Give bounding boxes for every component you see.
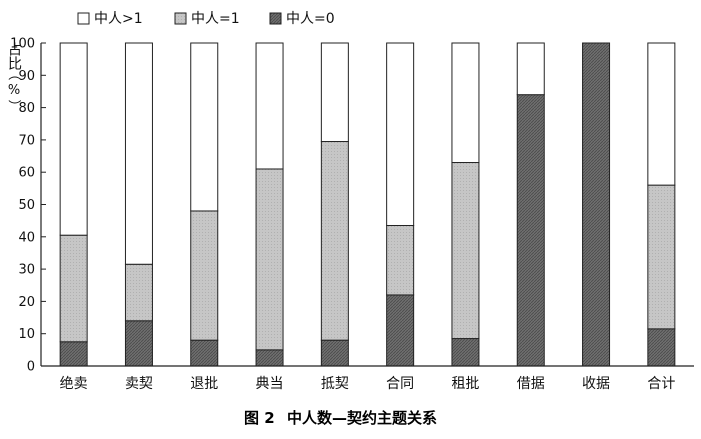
y-tick-label: 50 <box>18 198 35 213</box>
bars <box>59 42 676 367</box>
legend-swatch <box>269 12 282 25</box>
y-tick-label: 100 <box>10 37 35 52</box>
bar-segment <box>255 168 284 351</box>
y-tick-label: 80 <box>18 101 35 116</box>
bar-segment <box>386 42 415 226</box>
y-axis-label: 占比（%） <box>6 42 22 113</box>
bar-segment <box>451 162 480 340</box>
bar-segment <box>190 42 219 212</box>
y-tick-label: 0 <box>27 360 35 375</box>
legend-swatch <box>174 12 187 25</box>
bar-segment <box>124 42 153 265</box>
y-tick-label: 10 <box>18 327 35 342</box>
x-tick-label: 典当 <box>256 376 284 392</box>
y-tick-label: 20 <box>18 295 35 310</box>
x-tick-label: 租批 <box>451 376 479 392</box>
figure-caption: 中人数—契约主题关系 <box>287 409 437 427</box>
x-tick-label: 退批 <box>190 376 218 392</box>
bar-segment <box>451 42 480 164</box>
bar-segment <box>582 42 611 367</box>
bar-segment <box>255 349 284 367</box>
bar-segment <box>59 341 88 367</box>
bar-segment <box>320 42 349 143</box>
bar-segment <box>190 339 219 367</box>
bar-segment <box>647 328 676 367</box>
x-tick-label: 绝卖 <box>60 376 88 392</box>
x-axis: 绝卖 卖契 退批 典当 抵契 合同 租批 借据 收据 合计 <box>41 365 694 392</box>
legend-label: 中人=1 <box>191 11 240 27</box>
legend-label: 中人>1 <box>94 11 143 27</box>
y-axis-label-paren-close: ） <box>6 99 21 112</box>
bar-segment <box>320 339 349 367</box>
x-tick-label: 抵契 <box>321 376 349 392</box>
x-tick-label: 合计 <box>647 376 675 392</box>
bar-segment <box>451 338 480 367</box>
legend-swatch <box>77 12 90 25</box>
y-tick-label: 90 <box>18 69 35 84</box>
bar-segment <box>516 94 545 367</box>
y-axis-label-text: 占比 <box>6 42 22 70</box>
bar-segment <box>190 210 219 341</box>
x-tick-label: 合同 <box>386 376 414 392</box>
x-tick-label: 卖契 <box>125 376 153 392</box>
legend: 中人>1 中人=1 中人=0 <box>77 11 335 27</box>
x-tick-label: 借据 <box>517 376 545 392</box>
bar-segment <box>386 224 415 296</box>
bar-segment <box>647 42 676 186</box>
y-axis-label-unit: % <box>8 83 20 98</box>
y-tick-label: 60 <box>18 166 35 181</box>
legend-label: 中人=0 <box>286 11 335 27</box>
bar-segment <box>255 42 284 170</box>
bar-segment <box>647 184 676 330</box>
y-tick-label: 30 <box>18 263 35 278</box>
bar-segment <box>124 320 153 367</box>
bar-segment <box>59 234 88 343</box>
bar-segment <box>59 42 88 236</box>
y-tick-label: 40 <box>18 230 35 245</box>
y-axis: 0 10 20 30 40 50 60 70 80 90 100 <box>10 37 46 375</box>
y-tick-label: 70 <box>18 133 35 148</box>
bar-segment <box>386 294 415 367</box>
x-tick-label: 收据 <box>582 376 610 392</box>
figure-number: 图 2 <box>244 409 275 427</box>
bar-segment <box>320 141 349 341</box>
bar-segment <box>124 263 153 322</box>
bar-segment <box>516 42 545 96</box>
y-axis-label-paren-open: （ <box>6 67 21 80</box>
